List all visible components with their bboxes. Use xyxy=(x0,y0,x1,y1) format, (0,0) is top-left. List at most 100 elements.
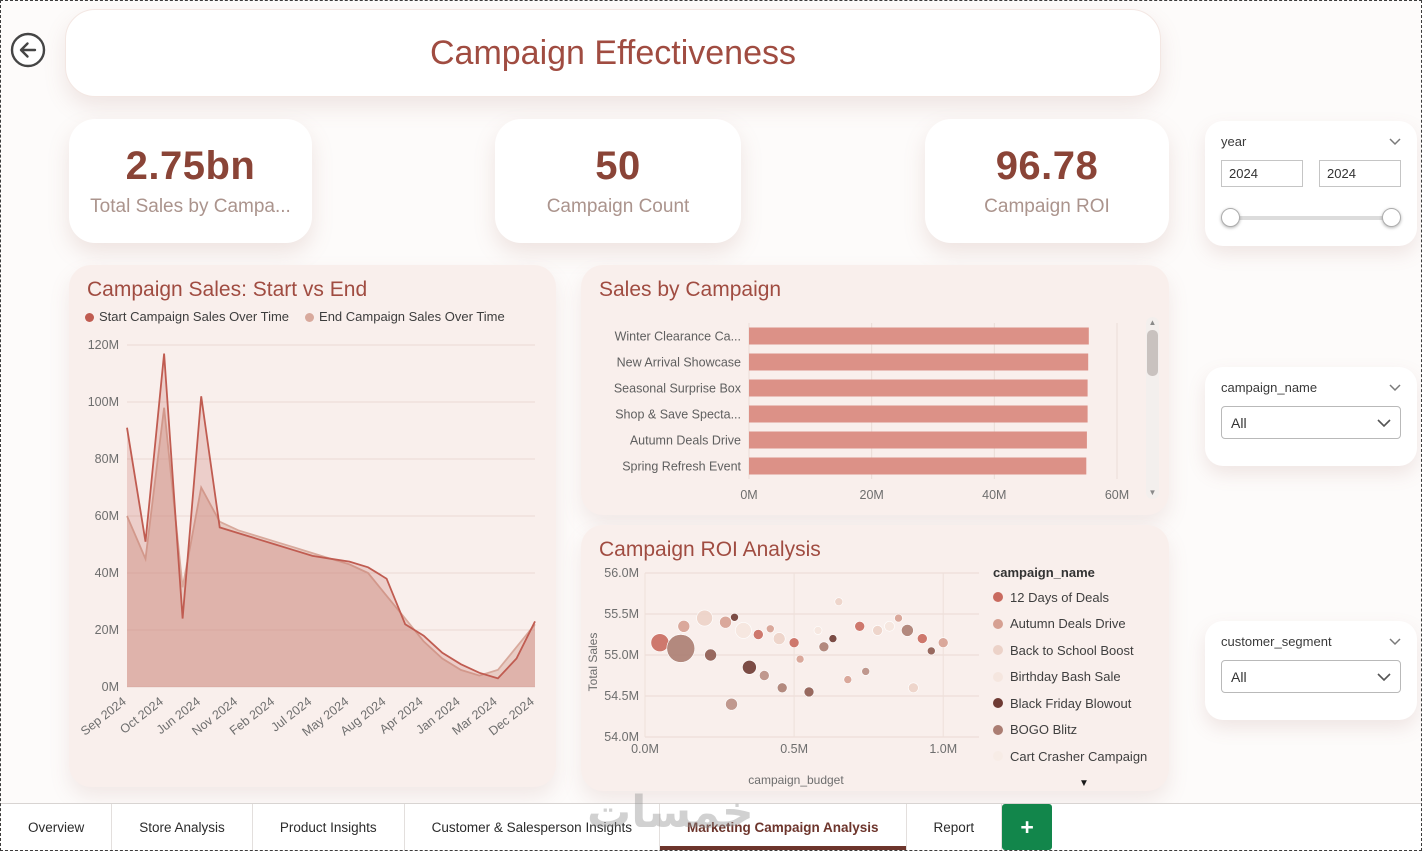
legend-item[interactable]: Black Friday Blowout xyxy=(993,690,1163,717)
svg-text:60M: 60M xyxy=(1105,488,1129,502)
svg-text:Autumn Deals Drive: Autumn Deals Drive xyxy=(630,434,741,448)
year-slicer-label: year xyxy=(1221,134,1247,149)
customer-segment-slicer: customer_segment All xyxy=(1205,621,1417,720)
svg-text:40M: 40M xyxy=(982,488,1006,502)
slider-handle-right[interactable] xyxy=(1382,208,1401,227)
kpi-total-sales: 2.75bn Total Sales by Campa... xyxy=(69,119,312,243)
svg-text:Winter Clearance Ca...: Winter Clearance Ca... xyxy=(615,330,741,344)
customer-segment-slicer-label: customer_segment xyxy=(1221,634,1332,649)
svg-text:20M: 20M xyxy=(95,623,119,637)
year-from-input[interactable] xyxy=(1221,160,1303,187)
chevron-down-icon[interactable] xyxy=(1389,134,1401,149)
tab-marketing-campaign-analysis[interactable]: Marketing Campaign Analysis xyxy=(659,804,907,850)
legend-dot xyxy=(305,313,315,322)
svg-text:Seasonal Surprise Box: Seasonal Surprise Box xyxy=(614,382,742,396)
legend-item-start[interactable]: Start Campaign Sales Over Time xyxy=(85,309,289,324)
roi-legend: campaign_name 12 Days of Deals Autumn Dea… xyxy=(993,565,1163,770)
svg-text:Shop & Save Specta...: Shop & Save Specta... xyxy=(615,408,741,422)
tab-customer-salesperson-insights[interactable]: Customer & Salesperson Insights xyxy=(405,804,660,850)
legend-label: 12 Days of Deals xyxy=(1010,589,1109,605)
legend-label: Cart Crasher Campaign xyxy=(1010,748,1148,764)
kpi-value: 50 xyxy=(595,144,641,188)
legend-label: Birthday Bash Sale xyxy=(1010,669,1121,685)
legend-item-end[interactable]: End Campaign Sales Over Time xyxy=(305,309,505,324)
add-page-button[interactable]: + xyxy=(1002,804,1053,850)
svg-text:40M: 40M xyxy=(95,566,119,580)
legend-item[interactable]: Back to School Boost xyxy=(993,637,1163,664)
kpi-value: 2.75bn xyxy=(125,144,256,188)
legend-label: Autumn Deals Drive xyxy=(1010,616,1126,632)
tab-product-insights[interactable]: Product Insights xyxy=(253,804,405,850)
kpi-value: 96.78 xyxy=(995,144,1099,188)
svg-text:80M: 80M xyxy=(95,452,119,466)
svg-text:0M: 0M xyxy=(102,680,119,694)
kpi-campaign-roi: 96.78 Campaign ROI xyxy=(925,119,1169,243)
header-card: Campaign Effectiveness xyxy=(65,9,1161,97)
slider-handle-left[interactable] xyxy=(1221,208,1240,227)
legend-item[interactable]: Cart Crasher Campaign xyxy=(993,743,1163,770)
year-to-input[interactable] xyxy=(1319,160,1401,187)
legend-title: campaign_name xyxy=(993,565,1095,580)
kpi-campaign-count: 50 Campaign Count xyxy=(495,119,741,243)
dropdown-value: All xyxy=(1231,414,1247,431)
svg-text:60M: 60M xyxy=(95,509,119,523)
legend-label: End Campaign Sales Over Time xyxy=(319,309,505,324)
legend-scroll-down-icon[interactable]: ▼ xyxy=(1079,778,1089,789)
campaign-name-slicer-label: campaign_name xyxy=(1221,380,1318,395)
year-range-slider[interactable] xyxy=(1221,208,1401,227)
campaign-name-dropdown[interactable]: All xyxy=(1221,406,1401,439)
legend-dot xyxy=(993,671,1003,682)
chevron-down-icon[interactable] xyxy=(1389,634,1401,649)
legend-label: Back to School Boost xyxy=(1010,642,1134,658)
legend-dot xyxy=(993,698,1003,709)
svg-text:54.0M: 54.0M xyxy=(604,730,639,744)
y-axis-title: Total Sales xyxy=(586,632,600,692)
bar-chart-svg[interactable]: 0M 20M 40M 60M Winter Clearance Ca... New Arr… xyxy=(589,311,1145,507)
scrollbar-thumb[interactable] xyxy=(1147,330,1158,376)
tab-report[interactable]: Report xyxy=(907,804,1003,850)
legend-item[interactable]: 12 Days of Deals xyxy=(993,584,1163,611)
legend-dot xyxy=(993,592,1003,603)
year-slicer: year xyxy=(1205,121,1417,246)
dropdown-value: All xyxy=(1231,668,1247,685)
chevron-down-icon[interactable] xyxy=(1389,380,1401,395)
legend-dot xyxy=(993,724,1003,735)
chart-title: Campaign ROI Analysis xyxy=(599,538,821,561)
chevron-down-icon xyxy=(1377,415,1391,431)
svg-text:0.5M: 0.5M xyxy=(780,742,808,756)
legend-item[interactable]: Autumn Deals Drive xyxy=(993,611,1163,638)
tab-overview[interactable]: Overview xyxy=(1,804,113,850)
svg-text:New Arrival Showcase: New Arrival Showcase xyxy=(617,356,741,370)
tab-store-analysis[interactable]: Store Analysis xyxy=(112,804,253,850)
kpi-label: Total Sales by Campa... xyxy=(90,196,291,217)
bar-chart-scrollbar[interactable]: ▲ ▼ xyxy=(1146,317,1159,499)
page-tab-bar: Overview Store Analysis Product Insights… xyxy=(1,803,1421,850)
chart-title: Campaign Sales: Start vs End xyxy=(87,278,368,301)
roi-legend-items: 12 Days of Deals Autumn Deals Drive Back t… xyxy=(993,584,1163,770)
svg-text:55.5M: 55.5M xyxy=(604,607,639,621)
scatter-chart-svg[interactable]: 54.0M 54.5M 55.0M 55.5M 56.0M 0.0M 0.5M 1.0M xyxy=(601,565,991,771)
kpi-label: Campaign ROI xyxy=(984,196,1110,217)
slider-track[interactable] xyxy=(1223,216,1399,220)
sales-by-campaign-chart-card: Sales by Campaign 0M 20M 40M 60M Winter Clea… xyxy=(581,265,1169,515)
svg-text:20M: 20M xyxy=(860,488,884,502)
customer-segment-dropdown[interactable]: All xyxy=(1221,660,1401,693)
scroll-down-icon[interactable]: ▼ xyxy=(1148,488,1157,497)
legend-label: BOGO Blitz xyxy=(1010,722,1078,738)
back-button[interactable] xyxy=(9,31,47,69)
campaign-roi-chart-card: Campaign ROI Analysis Total Sales 54.0M 5… xyxy=(581,525,1169,791)
svg-text:120M: 120M xyxy=(88,338,119,352)
svg-text:0.0M: 0.0M xyxy=(631,742,659,756)
svg-text:55.0M: 55.0M xyxy=(604,648,639,662)
legend-item[interactable]: Birthday Bash Sale xyxy=(993,664,1163,691)
campaign-sales-chart-card: Campaign Sales: Start vs End Start Campa… xyxy=(69,265,556,787)
scroll-up-icon[interactable]: ▲ xyxy=(1148,318,1157,327)
legend-item[interactable]: BOGO Blitz xyxy=(993,717,1163,744)
back-arrow-icon xyxy=(10,32,46,68)
x-axis-title: campaign_budget xyxy=(748,773,844,787)
svg-text:100M: 100M xyxy=(88,395,119,409)
svg-text:1.0M: 1.0M xyxy=(929,742,957,756)
legend-dot xyxy=(993,645,1003,656)
